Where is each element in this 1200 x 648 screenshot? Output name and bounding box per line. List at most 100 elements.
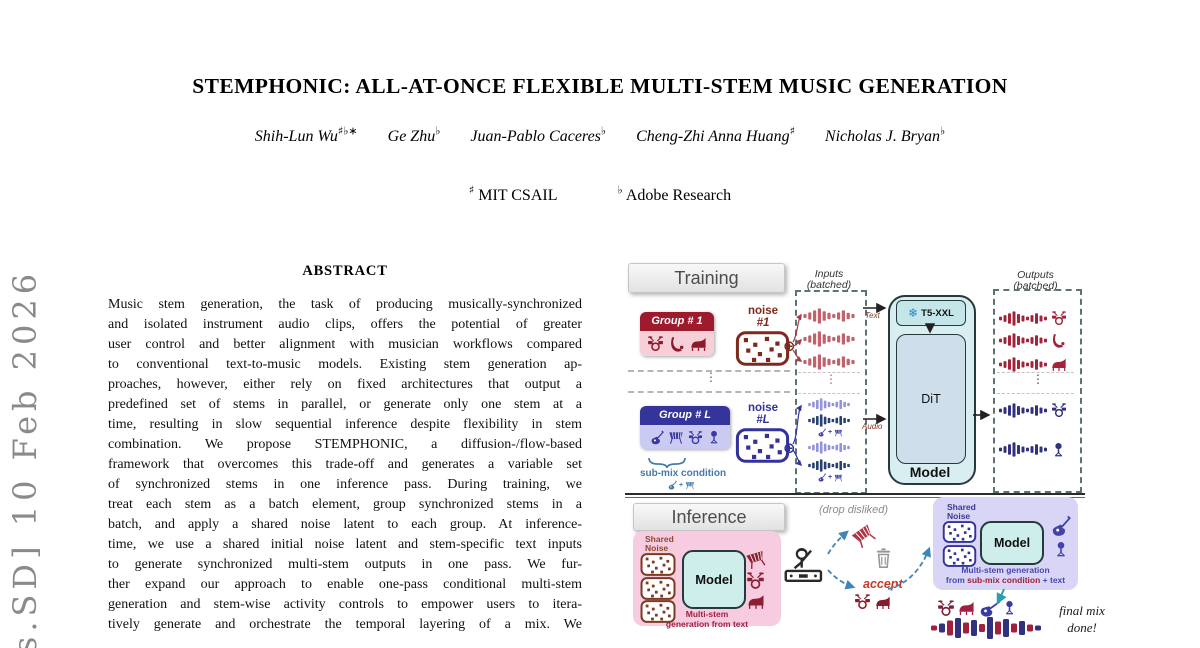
shared-noise-label: Shared Noise — [947, 502, 976, 521]
grand-piano-icon — [875, 594, 891, 610]
drum-kit-icon — [854, 593, 871, 610]
saxophone-icon — [669, 336, 685, 352]
marimba-icon — [668, 429, 684, 445]
waveform-icon — [801, 308, 857, 324]
batch-separator — [997, 372, 1074, 373]
microphone-icon — [1002, 600, 1017, 615]
noise-patch-icon — [640, 577, 676, 600]
waveform-icon — [801, 459, 857, 472]
abstract-line: time, we use a shared initial noise late… — [108, 537, 582, 552]
output-stem-row — [999, 442, 1066, 457]
author: Juan-Pablo Caceres♭ — [470, 125, 607, 146]
inference-section-label: Inference — [633, 503, 785, 531]
abstract-line: to generate synchronized multi-stem outp… — [108, 557, 582, 572]
abstract-line: proaches, however, either rely on fixed … — [108, 377, 582, 392]
dj-producer-icon — [783, 544, 827, 588]
more-batches-ellipsis: ⋮ — [1032, 372, 1044, 386]
waveform-icon — [801, 354, 857, 370]
drop-disliked-label: (drop disliked) — [819, 504, 889, 516]
group-L-box: Group # L — [640, 406, 730, 449]
output-stem-row — [999, 356, 1067, 372]
drum-kit-icon — [937, 599, 955, 617]
waveform-icon — [801, 398, 857, 411]
author: Cheng-Zhi Anna Huang♯ — [636, 125, 795, 146]
marimba-icon — [834, 428, 843, 437]
waveform-icon — [801, 441, 857, 454]
plus-noise-operator: ⊕ — [783, 337, 796, 355]
waveform-icon — [999, 442, 1047, 457]
waveform-icon — [999, 357, 1047, 372]
outputs-label: Outputs (batched) — [1013, 269, 1058, 292]
microphone-icon — [1051, 442, 1066, 457]
group-separator — [628, 370, 790, 372]
author-affiliation-mark: ♯ — [789, 125, 795, 138]
final-mix-label: final mix done! — [1059, 603, 1105, 635]
model-box: Model — [980, 521, 1044, 565]
marimba-icon — [834, 473, 843, 482]
sub-mix-condition-icons: + — [817, 473, 843, 482]
accepted-stems-icons — [854, 593, 891, 610]
drum-kit-icon — [647, 335, 664, 352]
plus-sign: + — [828, 429, 833, 436]
author-affiliation-mark: ♭ — [600, 125, 607, 138]
grand-piano-icon — [958, 599, 975, 616]
noise-patch-icon — [942, 521, 977, 543]
drum-kit-icon — [746, 571, 765, 590]
abstract-line: framework that overcomes this trade-off … — [108, 457, 582, 472]
author-affiliation-mark: ♭ — [435, 125, 441, 138]
waveform-icon — [999, 311, 1047, 326]
output-stem-row — [999, 310, 1067, 326]
training-section-label: Training — [628, 263, 785, 293]
abstract-line: Music stem generation, the task of produ… — [108, 297, 582, 312]
dit-box: DiT — [896, 334, 966, 464]
noise-1-label: noise #1 — [747, 305, 779, 329]
model-label: Model — [909, 464, 951, 480]
submix-gen-caption: Multi-stem generation from sub-mix condi… — [945, 565, 1066, 585]
inputs-label: Inputs (batched) — [806, 268, 852, 291]
noise-patch-icon — [942, 545, 977, 567]
abstract-line: of synchronized stems in one inference p… — [108, 477, 582, 492]
abstract-section: ABSTRACT Music stem generation, the task… — [108, 263, 582, 635]
abstract-line: tively generate and orchestrate the temp… — [108, 617, 582, 632]
snowflake-frozen-icon: ❄ — [908, 306, 919, 320]
group-L-label: Group # L — [640, 406, 730, 425]
abstract-line: user control and better alignment with m… — [108, 337, 582, 352]
guitar-icon — [667, 480, 677, 490]
model-box: Model — [682, 550, 746, 609]
trash-icon — [873, 546, 894, 570]
author-affiliation-mark: ♭ — [940, 125, 946, 138]
t5-encoder-box: ❄ T5-XXL — [896, 300, 966, 326]
plus-sign: + — [828, 474, 833, 481]
grand-piano-icon — [747, 592, 765, 610]
page-title: STEMPHONIC: ALL-AT-ONCE FLEXIBLE MULTI-S… — [192, 74, 1008, 98]
waveform-icon — [999, 333, 1047, 348]
abstract-line: treat each stem as a batch element, grou… — [108, 497, 582, 512]
audio-arrow-label: Audio — [862, 422, 883, 431]
accept-label: accept — [863, 577, 903, 591]
guitar-icon — [649, 430, 664, 445]
figure: Training Group # 1 noise #1 ⊕ ⋮ Group # … — [625, 258, 1105, 648]
noise-L-label: noise #L — [747, 402, 779, 426]
final-mix-waveform-icon — [931, 617, 1041, 639]
author: Nicholas J. Bryan♭ — [824, 125, 946, 146]
affiliation-list: ♯ MIT CSAIL ♭ Adobe Research — [0, 184, 1200, 205]
marimba-icon — [685, 480, 695, 490]
drum-kit-icon — [688, 430, 703, 445]
sub-mix-condition-label: sub-mix condition — [639, 468, 727, 479]
plus-sign: + — [679, 481, 684, 489]
output-stem-row — [999, 333, 1066, 348]
sub-mix-condition-icons: + — [817, 428, 843, 437]
group-separator — [628, 391, 790, 393]
microphone-icon — [707, 430, 721, 444]
saxophone-icon — [1051, 333, 1066, 348]
guitar-icon — [817, 428, 826, 437]
plus-noise-operator: ⊕ — [783, 439, 796, 457]
waveform-icon — [999, 403, 1047, 418]
abstract-heading: ABSTRACT — [302, 263, 388, 279]
grand-piano-icon — [690, 335, 707, 352]
abstract-line: batch, and apply a shared noise latent t… — [108, 517, 582, 532]
batch-separator — [798, 393, 860, 394]
guitar-icon — [1049, 515, 1071, 537]
more-batches-ellipsis: ⋮ — [825, 372, 837, 386]
